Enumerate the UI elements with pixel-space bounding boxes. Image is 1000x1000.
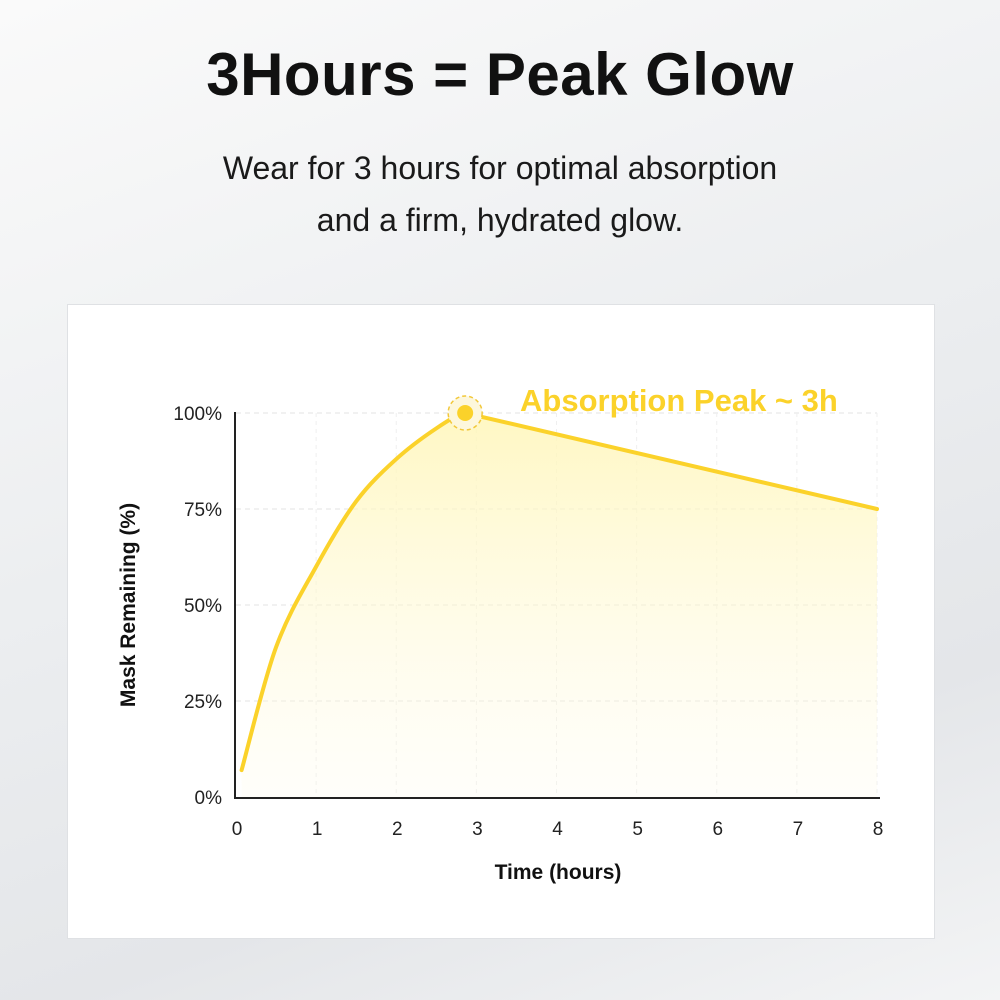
x-tick-label: 5 — [632, 819, 643, 840]
x-tick-label: 2 — [392, 819, 403, 840]
y-tick-label: 25% — [184, 692, 222, 713]
y-tick-label: 100% — [173, 404, 222, 425]
x-tick-label: 0 — [232, 819, 243, 840]
x-tick-label: 3 — [472, 819, 483, 840]
y-axis-label: Mask Remaining (%) — [117, 503, 140, 707]
subtitle-line-1: Wear for 3 hours for optimal absorption — [222, 150, 778, 186]
x-tick-label: 4 — [552, 819, 563, 840]
peak-marker-point — [457, 405, 474, 421]
area-fill — [241, 413, 877, 797]
x-tick-label: 7 — [793, 819, 804, 840]
y-tick-label: 0% — [195, 788, 223, 809]
series-line — [239, 410, 879, 773]
x-axis-label: Time (hours) — [495, 861, 622, 884]
x-tick-label: 6 — [712, 819, 723, 840]
x-tick-label: 8 — [873, 819, 884, 840]
peak-annotation: Absorption Peak ~ 3h — [520, 383, 838, 418]
page-title: 3Hours = Peak Glow — [206, 41, 794, 108]
x-tick-label: 1 — [312, 819, 323, 840]
page-subtitle: Wear for 3 hours for optimal absorption … — [0, 142, 1000, 246]
y-tick-label: 75% — [184, 500, 222, 521]
subtitle-line-2: and a firm, hydrated glow. — [316, 202, 684, 238]
y-tick-label: 50% — [184, 596, 222, 617]
